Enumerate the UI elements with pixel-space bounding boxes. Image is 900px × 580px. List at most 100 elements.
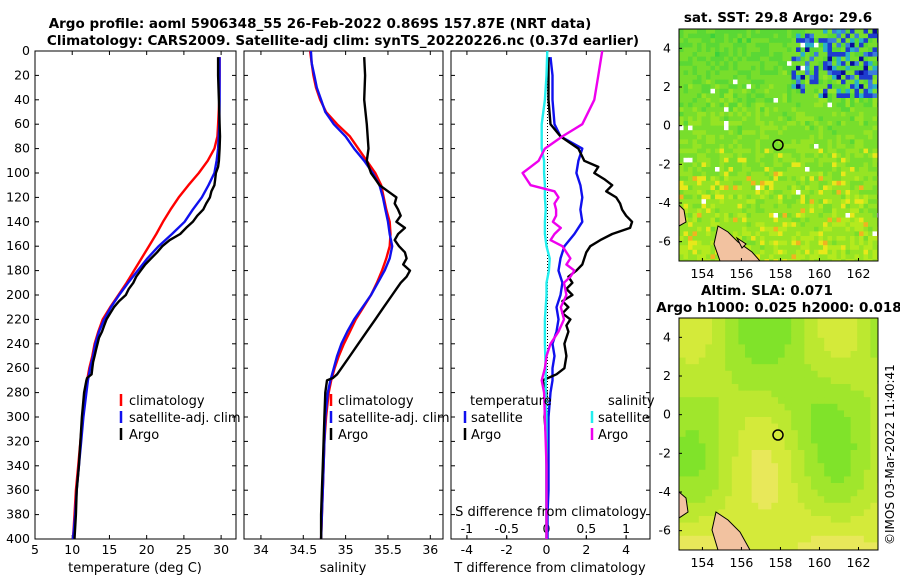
- sla-cell: [751, 502, 759, 510]
- sla-cell: [751, 483, 759, 490]
- sst-cell: [800, 249, 806, 255]
- sla-cell: [791, 390, 799, 398]
- sst-cell: [764, 38, 770, 44]
- sst-cell: [778, 98, 783, 103]
- sst-cell: [755, 134, 761, 140]
- sla-cell: [817, 456, 825, 464]
- sst-cell: [845, 217, 851, 223]
- sla-cell: [712, 443, 719, 451]
- map-x-tick-label: 162: [847, 555, 871, 570]
- sst-cell: [823, 240, 828, 246]
- sla-cell: [712, 364, 719, 372]
- sst-cell: [692, 240, 698, 246]
- sst-cell: [796, 245, 801, 251]
- sla-cell: [863, 403, 871, 411]
- sst-cell: [805, 240, 810, 246]
- sst-cell: [791, 88, 797, 94]
- sst-cell: [809, 171, 815, 177]
- sst-cell: [764, 107, 770, 113]
- sla-cell: [811, 542, 818, 550]
- sst-cell: [679, 88, 684, 94]
- sla-cell: [824, 476, 832, 484]
- sst-cell: [854, 217, 860, 223]
- sst-cell: [697, 199, 702, 205]
- sst-cell: [800, 144, 806, 149]
- sla-cell: [797, 476, 805, 484]
- sst-cell: [872, 153, 878, 159]
- sla-cell: [824, 483, 832, 490]
- sst-cell: [728, 38, 734, 44]
- sst-cell: [787, 88, 792, 94]
- sla-cell: [758, 357, 766, 365]
- sst-cell: [787, 38, 792, 44]
- sst-cell: [859, 107, 864, 113]
- sla-cell: [837, 509, 845, 517]
- sst-cell: [782, 61, 788, 67]
- sla-cell: [705, 516, 713, 523]
- sst-cell: [872, 217, 878, 223]
- sla-cell: [844, 436, 851, 444]
- sst-cell: [692, 107, 698, 113]
- sla-cell: [863, 397, 871, 405]
- sla-cell: [797, 509, 805, 517]
- sst-cell: [800, 125, 806, 131]
- sst-cell: [809, 61, 815, 67]
- sst-cell: [796, 144, 801, 149]
- sla-cell: [778, 430, 785, 438]
- sla-cell: [850, 417, 858, 424]
- sla-cell: [804, 430, 812, 438]
- sst-cell: [733, 29, 738, 34]
- sst-cell: [782, 199, 788, 205]
- sla-cell: [718, 436, 726, 444]
- sst-cell: [706, 52, 711, 57]
- sst-cell: [724, 70, 729, 76]
- sst-cell: [715, 213, 720, 218]
- sst-cell: [737, 75, 743, 80]
- sst-cell: [769, 157, 774, 163]
- sla-cell: [764, 357, 772, 365]
- sla-cell: [698, 377, 706, 385]
- sst-cell: [728, 98, 734, 103]
- x-tick-label: 2: [582, 542, 590, 557]
- sla-cell: [811, 377, 818, 385]
- sst-cell: [814, 52, 819, 57]
- sla-cell: [745, 377, 752, 385]
- sst-cell: [692, 259, 698, 261]
- sst-cell: [823, 148, 828, 154]
- sst-cell: [854, 148, 860, 154]
- sla-cell: [844, 456, 851, 464]
- sla-cell: [698, 344, 706, 352]
- sla-cell: [712, 397, 719, 405]
- sst-cell: [796, 33, 801, 39]
- sla-cell: [738, 516, 746, 523]
- sst-cell: [841, 231, 846, 237]
- sla-cell: [811, 489, 818, 497]
- sst-cell: [841, 102, 846, 108]
- sst-cell: [796, 75, 801, 80]
- sst-cell: [809, 208, 815, 214]
- sla-cell: [679, 410, 686, 418]
- sst-cell: [814, 93, 819, 99]
- sst-cell: [728, 125, 734, 131]
- sla-cell: [718, 351, 726, 358]
- sst-cell: [751, 199, 756, 205]
- sla-cell: [791, 502, 799, 510]
- sst-cell: [764, 213, 770, 218]
- sst-cell: [760, 56, 765, 62]
- sst-cell: [868, 121, 873, 126]
- sla-cell: [837, 443, 845, 451]
- sst-cell: [773, 139, 779, 145]
- sla-cell: [824, 456, 832, 464]
- sla-cell: [830, 324, 838, 332]
- sla-cell: [817, 423, 825, 431]
- sst-cell: [769, 93, 774, 99]
- sst-cell: [787, 61, 792, 67]
- sst-cell: [841, 222, 846, 228]
- sla-cell: [830, 489, 838, 497]
- sst-cell: [688, 199, 693, 205]
- sla-cell: [712, 331, 719, 339]
- sst-cell: [683, 148, 689, 154]
- sst-cell: [719, 180, 725, 186]
- sst-cell: [733, 199, 738, 205]
- sla-cell: [837, 410, 845, 418]
